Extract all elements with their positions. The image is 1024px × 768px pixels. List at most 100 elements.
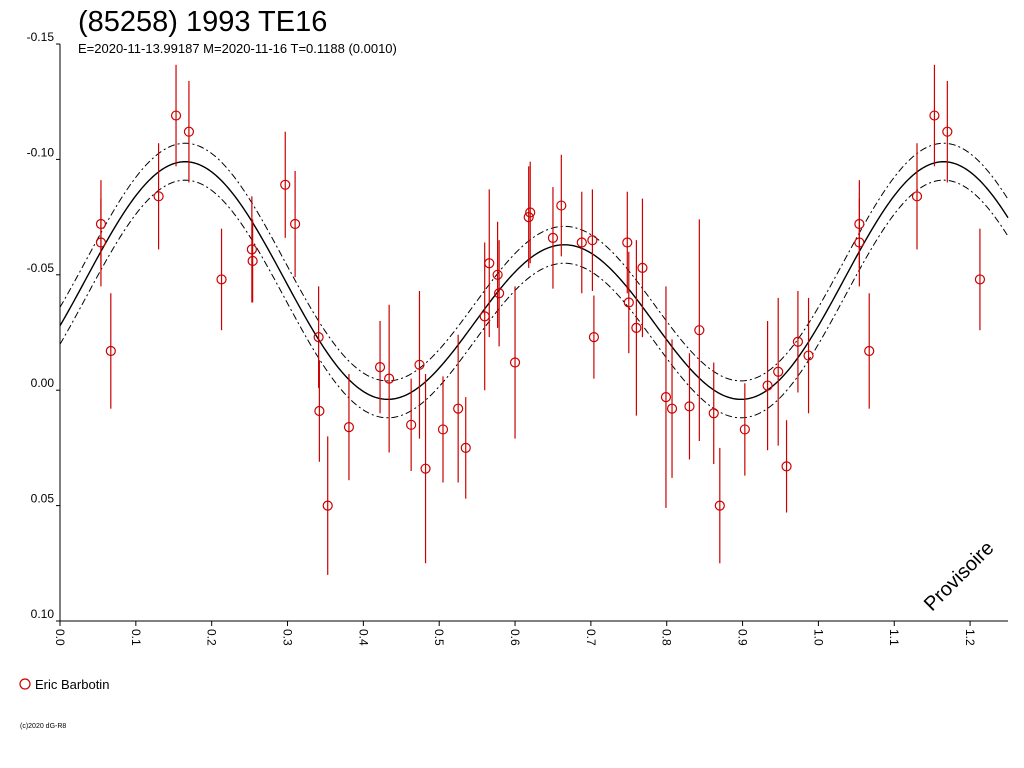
- point-marker: [509, 357, 521, 368]
- point-marker: [714, 500, 725, 511]
- fit-lower-band: [59, 179, 1009, 419]
- data-point: [314, 360, 325, 462]
- data-point: [623, 251, 634, 354]
- point-marker: [290, 218, 301, 230]
- fit-curve: [59, 161, 1009, 401]
- point-marker: [803, 350, 814, 361]
- point-marker: [556, 200, 567, 211]
- copyright-text: (c)2020 dG-R8: [20, 723, 66, 730]
- data-point: [708, 362, 719, 465]
- provisional-watermark: Provisoire: [920, 537, 998, 615]
- data-point: [547, 187, 559, 289]
- y-tick-label: -0.05: [27, 261, 55, 275]
- x-tick-label: 0.6: [508, 629, 522, 646]
- point-marker: [773, 366, 784, 377]
- data-point: [95, 198, 107, 287]
- legend: Eric Barbotin: [19, 677, 109, 692]
- data-point: [911, 143, 923, 250]
- point-marker: [247, 255, 258, 267]
- point-marker: [437, 424, 449, 435]
- data-point: [105, 293, 116, 409]
- point-marker: [929, 110, 940, 121]
- data-point: [864, 293, 875, 409]
- point-marker: [183, 126, 195, 137]
- fit-upper-band: [59, 142, 1009, 382]
- point-marker: [666, 403, 678, 414]
- data-point: [437, 376, 449, 483]
- point-marker: [708, 408, 719, 419]
- point-marker: [384, 373, 395, 384]
- data-point: [854, 198, 865, 287]
- y-tick-label: -0.10: [27, 145, 55, 159]
- data-point: [556, 154, 567, 257]
- y-tick-label: 0.05: [31, 492, 55, 506]
- point-marker: [322, 500, 333, 511]
- data-point: [525, 161, 536, 264]
- data-point: [739, 383, 750, 476]
- data-point: [170, 64, 182, 167]
- point-marker: [942, 126, 953, 137]
- point-marker: [460, 442, 471, 453]
- data-point: [460, 397, 471, 499]
- point-marker: [420, 463, 431, 474]
- data-point: [246, 196, 257, 303]
- point-marker: [95, 237, 107, 248]
- x-tick-label: 1.1: [887, 629, 901, 646]
- point-marker: [313, 332, 324, 343]
- data-point: [453, 334, 464, 483]
- x-tick-label: 1.2: [963, 629, 977, 646]
- data-point: [588, 295, 600, 379]
- data-point: [773, 297, 784, 446]
- data-point: [414, 290, 425, 439]
- data-point: [803, 297, 814, 414]
- data-point: [792, 290, 804, 393]
- data-point: [576, 191, 587, 294]
- point-marker: [781, 461, 792, 472]
- data-point: [974, 228, 986, 331]
- point-marker: [576, 237, 587, 248]
- data-point: [343, 374, 355, 481]
- x-tick-label: 0.7: [584, 629, 598, 646]
- fit-curves: [59, 142, 1009, 419]
- point-marker: [623, 297, 634, 308]
- point-marker: [374, 362, 386, 373]
- x-tick-label: 0.5: [432, 629, 446, 646]
- data-point: [280, 131, 291, 238]
- data-point: [216, 228, 227, 331]
- point-marker: [974, 274, 986, 285]
- point-marker: [406, 419, 417, 430]
- x-tick-label: 0.3: [281, 629, 295, 646]
- data-point: [290, 170, 301, 278]
- data-point: [494, 240, 505, 347]
- axes: -0.15 -0.10 -0.05 0.00 0.05 0.10 0.0 0.1 0.2 0.3 0…: [27, 30, 1008, 646]
- data-point: [694, 219, 705, 441]
- data-point: [781, 420, 792, 513]
- point-marker: [792, 336, 804, 347]
- point-marker: [911, 191, 923, 202]
- point-marker: [280, 179, 291, 190]
- data-point: [684, 353, 695, 460]
- y-tick-label: 0.00: [31, 376, 55, 390]
- point-marker: [153, 191, 164, 202]
- point-marker: [622, 237, 633, 248]
- point-marker: [588, 332, 600, 343]
- data-point: [714, 447, 725, 564]
- point-marker: [864, 345, 875, 357]
- point-marker: [547, 232, 559, 243]
- data-point: [313, 286, 324, 388]
- x-tick-label: 0.8: [660, 629, 674, 646]
- point-marker: [170, 110, 182, 121]
- point-marker: [587, 235, 598, 246]
- data-point: [637, 198, 648, 338]
- point-marker: [453, 403, 464, 414]
- x-tick-label: 0.2: [205, 629, 219, 646]
- point-marker: [414, 359, 425, 370]
- data-point: [420, 374, 431, 564]
- point-marker: [739, 424, 750, 435]
- point-marker: [494, 288, 505, 299]
- data-point: [247, 219, 258, 303]
- data-point: [183, 80, 195, 183]
- x-tick-label: 0.0: [53, 629, 67, 646]
- data-point: [929, 64, 940, 167]
